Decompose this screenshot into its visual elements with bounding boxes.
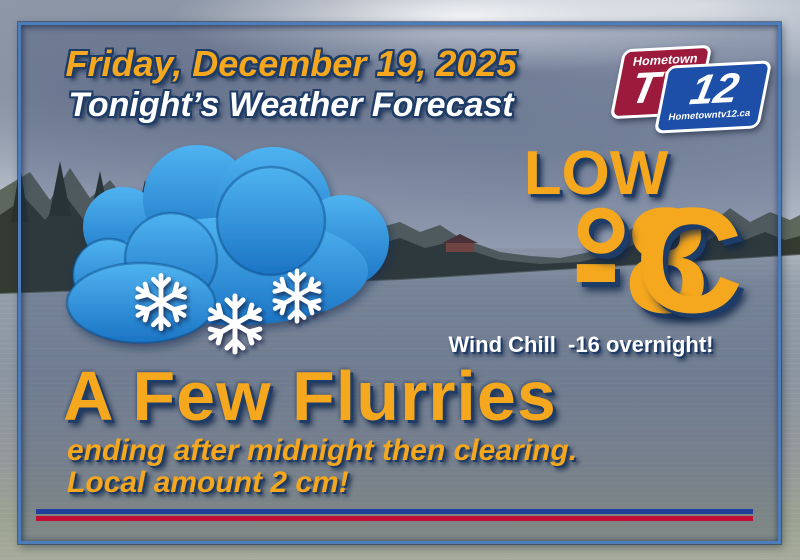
wind-chill-text: Wind Chill -16 overnight!	[448, 332, 714, 357]
snow-clouds	[65, 145, 389, 345]
low-label: LOW	[523, 139, 669, 208]
logo-blue-parallelogram: 12 Hometowntv12.ca	[653, 60, 773, 134]
date-text: Friday, December 19, 2025	[65, 43, 517, 84]
footer-stripe-blue	[36, 509, 753, 514]
lakeside-house	[442, 234, 478, 252]
headline-text: A Few Flurries	[63, 357, 557, 435]
forecast-panel: Friday, December 19, 2025 Tonight’s Weat…	[18, 22, 781, 544]
temperature-number: -8	[571, 176, 713, 344]
temperature-unit: °C	[571, 176, 748, 344]
logo-channel-number: 12	[686, 63, 743, 114]
detail-text: ending after midnight then clearing. Loc…	[67, 435, 727, 498]
detail-line-2: Local amount 2 cm!	[67, 465, 349, 499]
detail-line-1: ending after midnight then clearing.	[67, 434, 578, 467]
footer-stripe-red	[36, 516, 753, 521]
forecast-title: Tonight’s Weather Forecast	[68, 86, 514, 124]
hometown-tv12-logo: Hometown TV 12 Hometowntv12.ca	[609, 37, 773, 137]
cloud-snow-icon	[65, 145, 389, 368]
